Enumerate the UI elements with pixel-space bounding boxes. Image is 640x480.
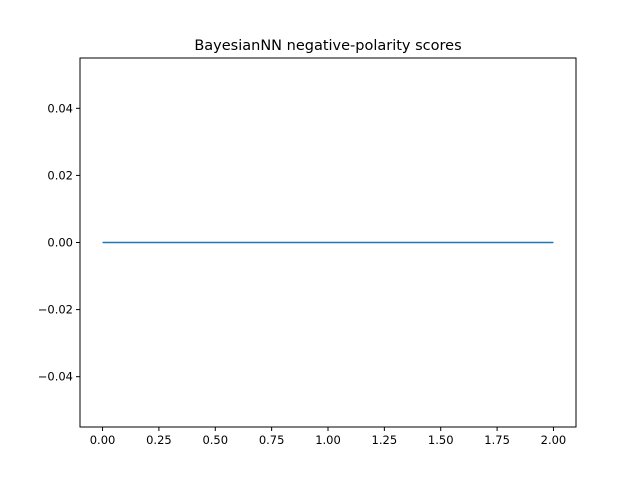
y-tick-label: −0.04: [38, 370, 73, 384]
x-tick-label: 0.00: [90, 433, 116, 447]
x-tick-label: 2.00: [541, 433, 567, 447]
x-tick-label: 0.75: [259, 433, 285, 447]
x-tick-label: 0.25: [146, 433, 172, 447]
x-tick-label: 1.75: [484, 433, 510, 447]
plot-area-frame: [79, 57, 577, 428]
y-tick-label: −0.02: [38, 303, 73, 317]
y-axis-ticks: −0.04 −0.02 0.00 0.02 0.04: [38, 101, 80, 384]
y-tick-label: 0.02: [47, 168, 73, 182]
x-tick-label: 1.00: [315, 433, 341, 447]
x-tick-label: 1.50: [428, 433, 454, 447]
x-tick-label: 1.25: [372, 433, 398, 447]
y-tick-label: 0.04: [47, 101, 73, 115]
y-tick-label: 0.00: [47, 236, 73, 250]
x-axis-ticks: 0.00 0.25 0.50 0.75 1.00 1.25 1.50 1.75 2.00: [90, 427, 567, 447]
x-tick-label: 0.50: [202, 433, 228, 447]
chart-title: BayesianNN negative-polarity scores: [194, 38, 461, 54]
